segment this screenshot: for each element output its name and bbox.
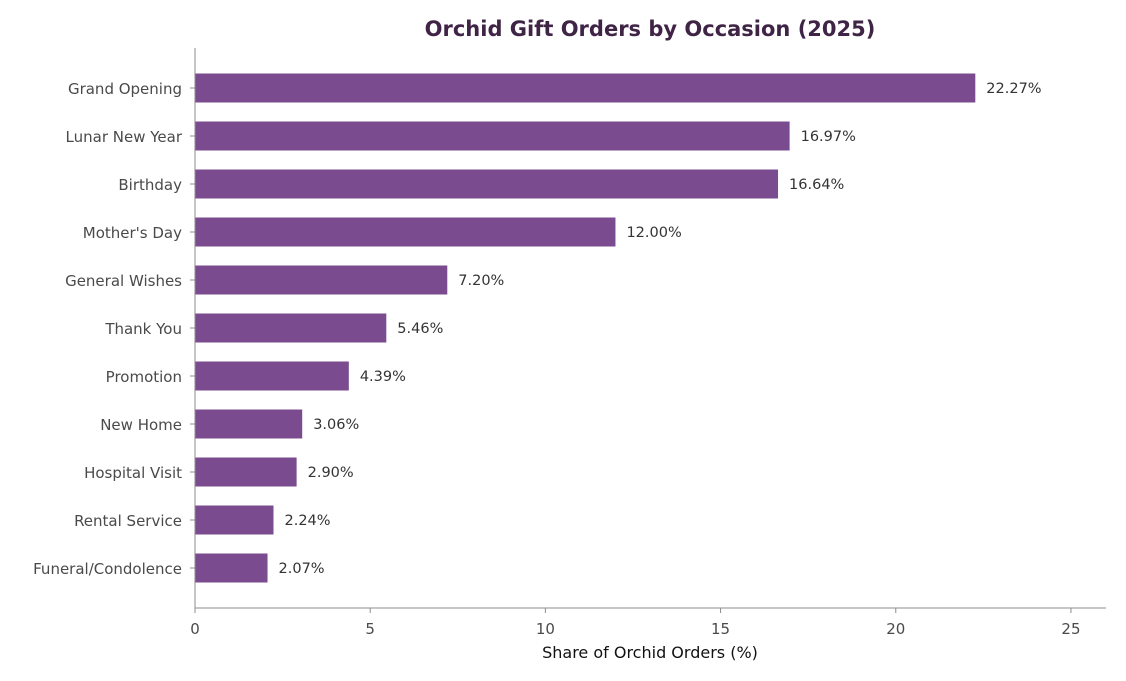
x-tick-label: 15 (711, 620, 730, 638)
bar-promotion (195, 361, 349, 391)
x-tick-label: 0 (190, 620, 200, 638)
data-label-birthday: 16.64% (789, 177, 844, 193)
data-label-mother-s-day: 12.00% (626, 225, 681, 241)
data-label-new-home: 3.06% (313, 417, 359, 433)
bar-lunar-new-year (195, 121, 790, 151)
bar-thank-you (195, 313, 387, 343)
y-tick-label-funeral-condolence: Funeral/Condolence (33, 560, 182, 578)
data-label-thank-you: 5.46% (397, 321, 443, 337)
data-label-grand-opening: 22.27% (986, 81, 1041, 97)
y-tick-label-rental-service: Rental Service (74, 512, 182, 530)
y-tick-label-promotion: Promotion (106, 368, 182, 386)
bar-funeral-condolence (195, 553, 268, 583)
bar-birthday (195, 169, 779, 199)
y-tick-label-thank-you: Thank You (104, 320, 182, 338)
bar-grand-opening (195, 73, 976, 103)
data-labels-group: 22.27% 16.97% 16.64% 12.00% 7.20% 5.46% 4.39% 3… (279, 81, 1042, 577)
y-tick-label-general-wishes: General Wishes (65, 272, 182, 290)
y-tick-label-lunar-new-year: Lunar New Year (66, 128, 183, 146)
ticks-group: Grand Opening Lunar New Year Birthday Mothe… (33, 80, 1080, 638)
bar-mother-s-day (195, 217, 616, 247)
data-label-rental-service: 2.24% (284, 513, 330, 529)
bars-group (195, 73, 976, 583)
y-tick-label-birthday: Birthday (118, 176, 182, 194)
chart-title: Orchid Gift Orders by Occasion (2025) (425, 17, 876, 41)
y-tick-label-grand-opening: Grand Opening (68, 80, 182, 98)
bar-hospital-visit (195, 457, 297, 487)
x-tick-label: 10 (536, 620, 555, 638)
data-label-hospital-visit: 2.90% (308, 465, 354, 481)
x-tick-label: 20 (886, 620, 905, 638)
x-tick-label: 5 (365, 620, 375, 638)
bar-general-wishes (195, 265, 448, 295)
data-label-promotion: 4.39% (360, 369, 406, 385)
data-label-general-wishes: 7.20% (458, 273, 504, 289)
y-tick-label-mother-s-day: Mother's Day (83, 224, 182, 242)
y-tick-label-new-home: New Home (100, 416, 182, 434)
y-tick-label-hospital-visit: Hospital Visit (84, 464, 182, 482)
x-tick-label: 25 (1061, 620, 1080, 638)
x-axis-label: Share of Orchid Orders (%) (542, 643, 758, 662)
data-label-lunar-new-year: 16.97% (801, 129, 856, 145)
data-label-funeral-condolence: 2.07% (279, 561, 325, 577)
bar-new-home (195, 409, 303, 439)
bar-rental-service (195, 505, 274, 535)
